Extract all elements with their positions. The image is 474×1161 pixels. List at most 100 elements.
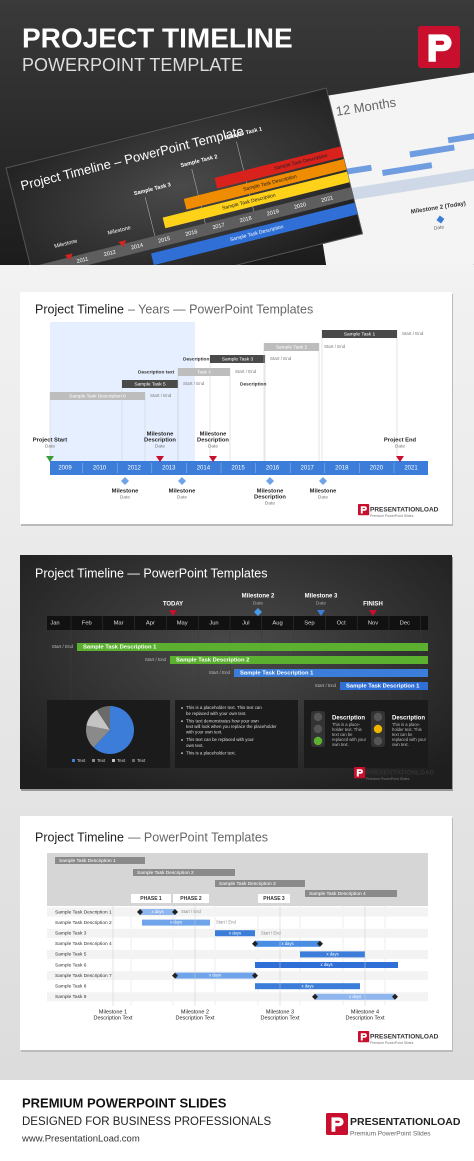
milestone: Milestone 4 (351, 1009, 379, 1015)
light-text: This is a place- (332, 722, 361, 727)
bullet-text: with your own text. (186, 730, 222, 735)
year: 2013 (162, 466, 176, 472)
milestone: Milestone (257, 489, 285, 495)
slide-years: Project Timeline – Years — PowerPoint Tem… (20, 292, 453, 526)
logo-glyph (360, 1033, 367, 1041)
task-label: Sample Task Description 1 (240, 671, 314, 677)
year: 2012 (128, 466, 142, 472)
milestone: Milestone (310, 489, 338, 495)
milestone: Milestone (107, 225, 131, 237)
task-bar (340, 682, 428, 690)
task-note: Start / End (183, 381, 205, 386)
marker (118, 240, 127, 247)
bullet-text: own text. (186, 743, 204, 748)
top-task-label: Sample Task Description 4 (309, 891, 366, 897)
logo-glyph (356, 769, 363, 777)
year: 2010 (93, 466, 107, 472)
row-band (47, 992, 428, 1002)
date: Date (265, 500, 275, 506)
bar (183, 158, 347, 210)
subtitle: POWERPOINT TEMPLATE (22, 55, 243, 75)
light-text: own text. (392, 742, 409, 747)
brand: PRESENTATIONLOAD (370, 507, 439, 514)
year: 2018 (335, 466, 349, 472)
slide-title: Project Timeline (35, 302, 124, 316)
marker-label: FINISH (363, 602, 383, 608)
light-title: Description (392, 716, 425, 722)
milestone: Project End (384, 438, 417, 444)
diamond (392, 993, 398, 1000)
milestone: Milestone (112, 489, 140, 495)
brand-sub: Premium PowerPoint Slides (370, 514, 414, 518)
description: Description text (138, 369, 175, 375)
diamond (178, 477, 186, 485)
year: 2015 (158, 236, 171, 245)
bullet-text: text will look when you replace the plac… (186, 724, 277, 729)
timeline (314, 157, 474, 206)
row-label: Sample Task 5 (55, 952, 87, 958)
year: 2018 (239, 216, 252, 225)
slide-title-rest: — PowerPoint Templates (128, 830, 268, 844)
task-label: Sample Task Description 6 (69, 393, 126, 399)
milestone-text: Description Text (93, 1015, 132, 1021)
task-note: Start / End (261, 930, 281, 935)
month: Aug (272, 621, 282, 627)
bar-text: x days (209, 973, 221, 978)
marker (369, 610, 377, 616)
bar-text: x days (326, 952, 338, 957)
logo-icon (358, 504, 370, 516)
diamond (312, 993, 318, 1000)
month: Apr (146, 621, 155, 627)
task-label: Sample Task Description 1 (346, 684, 420, 690)
year: 2014 (130, 243, 143, 252)
year: 2012 (103, 249, 116, 258)
year: 2016 (266, 466, 280, 472)
date: Date (120, 494, 130, 500)
gantt-bar (140, 909, 175, 915)
slide-gantt: Project Timeline — PowerPoint Templates Sa… (20, 816, 453, 1052)
lamp (313, 712, 323, 722)
task-label: Sample Task 3 (222, 356, 254, 362)
gantt-bar (142, 919, 210, 926)
milestone: Milestone 2 (181, 1009, 209, 1015)
year: 2014 (197, 466, 211, 472)
legend-label: Text (77, 758, 86, 763)
month: Jul (242, 621, 249, 627)
date: Date (177, 494, 187, 500)
date: Date (45, 443, 55, 449)
milestone: Milestone (147, 432, 175, 438)
task-bar (234, 669, 428, 677)
gantt-bar (315, 993, 395, 1000)
top-task-label: Sample Task Description 2 (137, 870, 194, 876)
slide-title: Project Timeline — PowerPoint Templates (35, 566, 268, 580)
date: Date (395, 443, 405, 449)
month: Sep (304, 621, 314, 627)
bar-text: x days (320, 962, 332, 967)
pie-slice (86, 709, 110, 730)
gantt-bar (300, 951, 365, 958)
task-note: Start / End (402, 331, 424, 336)
description: Description (183, 356, 209, 362)
task-note: Start / End (181, 909, 201, 914)
legend-label: Text (117, 758, 126, 763)
phase-label: PHASE 3 (263, 896, 285, 902)
diamond (252, 940, 258, 947)
panel (175, 700, 298, 768)
preview-bg (300, 64, 474, 265)
lamp (313, 736, 323, 746)
top-task (305, 890, 397, 897)
description: Description (240, 381, 266, 387)
bullet-text: This text can be replaced with your (186, 737, 254, 742)
bullet (181, 752, 183, 755)
phase (258, 894, 290, 903)
marker (317, 610, 325, 616)
task-bar (264, 343, 319, 351)
phase (173, 894, 209, 903)
milestone: Milestone (200, 432, 228, 438)
diamond (172, 909, 178, 915)
title: PROJECT TIMELINE (22, 22, 293, 53)
task-label: Sample Task 2 (276, 344, 308, 350)
legend-label: Text (97, 758, 106, 763)
marker-label: Milestone 2 (242, 594, 275, 600)
task-label: Task 4 (197, 369, 211, 375)
